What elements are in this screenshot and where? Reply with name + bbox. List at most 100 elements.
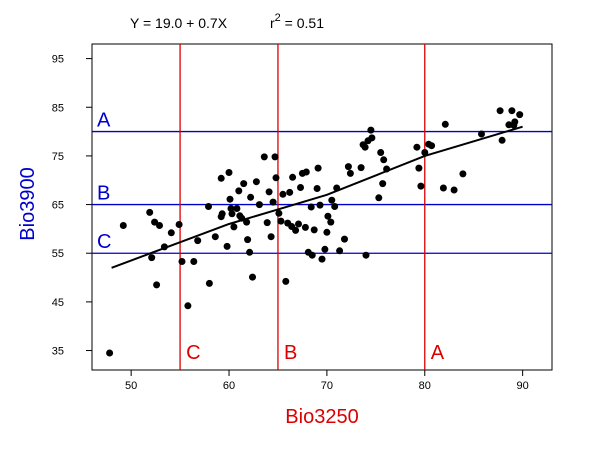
horizontal-line-label: A	[97, 110, 111, 132]
data-point	[377, 149, 385, 156]
data-point	[344, 163, 352, 171]
data-point	[252, 178, 260, 186]
data-point	[459, 170, 467, 178]
data-point	[225, 169, 233, 176]
data-point	[308, 251, 316, 259]
data-point	[328, 196, 336, 204]
data-point	[297, 184, 304, 191]
data-point	[357, 164, 365, 172]
data-point	[428, 142, 436, 150]
data-point	[478, 130, 485, 138]
y-tick-label: 65	[52, 200, 64, 212]
y-tick-label: 85	[52, 102, 64, 114]
data-point	[279, 190, 287, 198]
y-tick-label: 35	[52, 346, 64, 358]
data-point	[230, 223, 238, 231]
data-point	[167, 229, 175, 237]
data-point	[327, 218, 335, 226]
data-point	[286, 188, 294, 196]
data-point	[255, 201, 263, 209]
data-point	[271, 153, 279, 161]
horizontal-line-label: B	[97, 183, 110, 205]
data-point	[295, 220, 302, 228]
data-point	[301, 223, 309, 231]
vertical-line-label: B	[284, 342, 297, 364]
regression-equation: Y = 19.0 + 0.7X	[130, 15, 228, 31]
x-tick-label: 70	[321, 380, 333, 392]
data-point	[226, 195, 234, 203]
x-tick-label: 50	[125, 380, 137, 392]
data-point	[151, 218, 159, 226]
regression-line	[111, 125, 523, 269]
chart-marks: 50 60 70 80 90 35 45 55 65 75 85 95 A B C C B A	[52, 44, 552, 392]
data-point	[316, 201, 324, 209]
data-point	[324, 212, 332, 220]
data-point	[106, 349, 114, 357]
data-point	[263, 219, 271, 227]
data-point	[275, 209, 283, 217]
data-point	[227, 205, 235, 212]
r-squared-label: r2 = 0.51	[270, 12, 324, 31]
x-tick-label: 80	[419, 380, 431, 392]
data-point	[413, 143, 421, 151]
data-point	[217, 174, 225, 182]
data-point	[333, 184, 341, 192]
data-point	[307, 203, 315, 211]
data-point	[289, 173, 297, 181]
data-point	[331, 203, 339, 210]
data-point	[380, 156, 388, 164]
data-point	[238, 214, 246, 222]
r-squared-symbol: r	[270, 15, 275, 31]
data-point	[496, 107, 504, 115]
data-point	[244, 236, 252, 244]
data-point	[211, 233, 219, 241]
data-point	[119, 222, 127, 229]
x-tick-label: 90	[517, 380, 529, 392]
data-point	[269, 198, 277, 206]
data-point	[346, 169, 354, 177]
data-point	[246, 248, 254, 256]
data-point	[146, 208, 154, 216]
data-point	[282, 277, 290, 285]
data-point	[277, 217, 285, 225]
data-point	[314, 164, 322, 172]
x-axis-title: Bio3250	[285, 406, 358, 428]
data-point	[441, 120, 449, 128]
data-point	[498, 136, 506, 144]
data-point	[313, 185, 321, 192]
data-point	[184, 302, 192, 310]
data-point	[148, 254, 156, 262]
x-tick-label: 60	[223, 380, 235, 392]
y-tick-label: 75	[52, 151, 64, 163]
data-point	[511, 118, 519, 126]
data-point	[302, 168, 310, 176]
data-point	[421, 149, 429, 156]
data-point	[367, 126, 375, 134]
r-squared-value: = 0.51	[281, 15, 324, 31]
data-point	[415, 164, 423, 172]
data-point	[417, 182, 425, 190]
data-point	[318, 255, 326, 263]
y-tick-label: 55	[52, 248, 64, 260]
data-point	[233, 205, 241, 212]
plot-frame	[91, 43, 553, 371]
data-point	[218, 210, 226, 218]
data-point	[450, 186, 458, 194]
data-point	[178, 258, 186, 265]
r-squared-exponent: 2	[275, 12, 281, 24]
data-point	[341, 235, 348, 243]
data-point	[375, 194, 383, 202]
data-point	[194, 237, 202, 245]
data-point	[235, 187, 243, 195]
data-point	[153, 281, 161, 289]
data-point	[249, 273, 256, 281]
data-point	[260, 153, 268, 161]
data-point	[383, 165, 391, 173]
data-point	[175, 221, 183, 228]
data-point	[361, 143, 369, 151]
data-point	[247, 193, 255, 201]
data-point	[243, 218, 251, 226]
data-point	[205, 203, 212, 210]
